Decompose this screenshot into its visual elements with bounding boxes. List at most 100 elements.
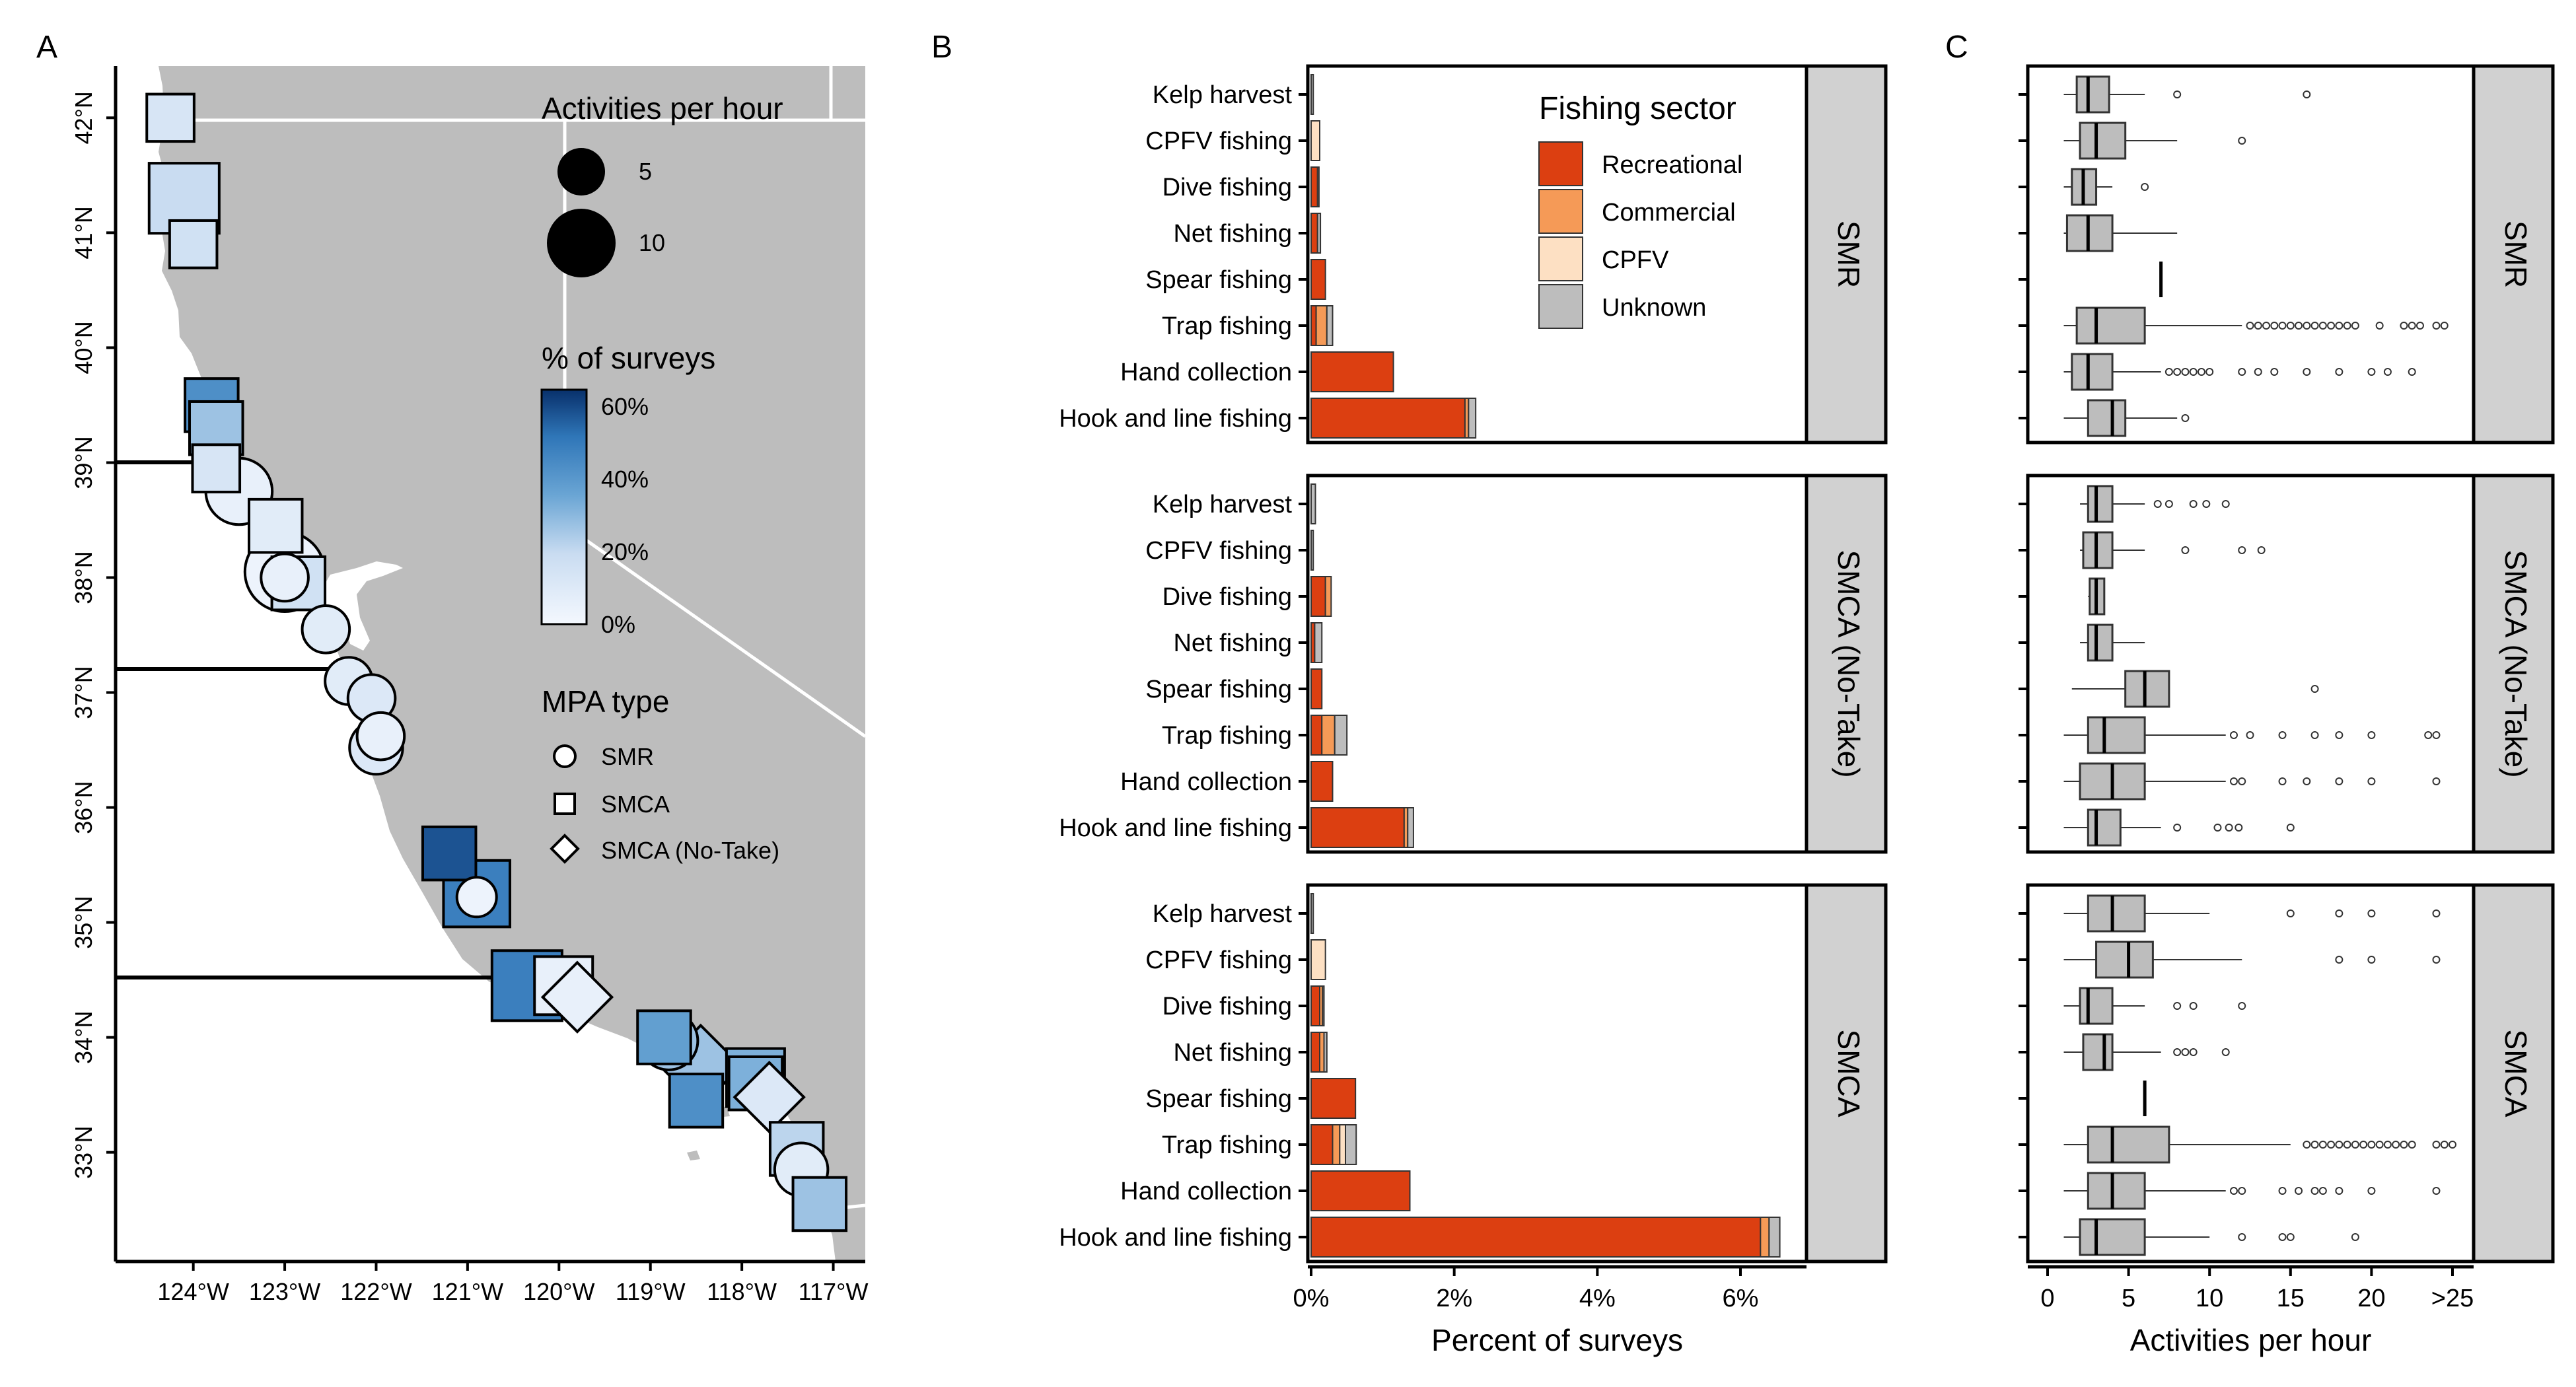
activity-x-tick-label: 20 [2357, 1285, 2385, 1312]
box-outlier [2408, 368, 2416, 376]
category-label: Net fishing [1173, 1039, 1292, 1067]
legend-size-10-label: 10 [639, 229, 665, 256]
bar-segment-recreational [1310, 1124, 1334, 1165]
map-x-tick-label: 123°W [249, 1278, 320, 1305]
legend-shape-smca: SMCA [601, 791, 670, 818]
box-outlier [2197, 368, 2205, 376]
box-iqr [2079, 1218, 2146, 1256]
map-y-tick-label: 41°N [70, 206, 97, 259]
box-outlier [2335, 1141, 2343, 1149]
activity-x-tick-label: 5 [2122, 1285, 2135, 1312]
land-mass [155, 66, 865, 1262]
facet-strip-label: SMCA (No-Take) [1832, 550, 1866, 777]
bar-segment-recreational [1310, 1032, 1320, 1073]
facet-strip-label: SMCA (No-Take) [2499, 550, 2533, 777]
map-x-tick-label: 119°W [616, 1278, 686, 1305]
category-label: Net fishing [1173, 629, 1292, 657]
box-outlier [2295, 322, 2303, 330]
category-label: CPFV fishing [1145, 537, 1292, 565]
category-label: Dive fishing [1163, 993, 1292, 1020]
box-outlier [2238, 1002, 2246, 1010]
box-outlier [2392, 1141, 2400, 1149]
box-outlier [2286, 1233, 2295, 1241]
category-label: Spear fishing [1145, 676, 1292, 703]
box-outlier [2238, 1187, 2246, 1195]
box-outlier [2141, 183, 2149, 191]
box-outlier [2238, 1233, 2246, 1241]
box-outlier [2343, 322, 2351, 330]
legend-size-5-circle [557, 148, 605, 196]
box-outlier [2295, 1187, 2303, 1195]
legend-color-0: 0% [601, 611, 635, 638]
box-outlier [2286, 824, 2295, 832]
box-iqr [2075, 306, 2146, 345]
bar-segment-unknown [1322, 985, 1325, 1026]
site-marker-smca [191, 443, 242, 493]
box-outlier [2181, 546, 2190, 554]
box-outlier [2173, 368, 2182, 376]
facet-strip-label: SMR [2499, 221, 2533, 288]
category-label: Hand collection [1120, 1178, 1292, 1205]
box-outlier [2367, 909, 2376, 917]
bar-segment-recreational [1310, 668, 1323, 709]
box-outlier [2238, 137, 2246, 145]
bar-segment-recreational [1310, 166, 1318, 207]
legend-shape-smr: SMR [601, 743, 654, 770]
box-outlier [2335, 777, 2343, 785]
box-iqr [2087, 716, 2146, 754]
legend-shape-notake: SMCA (No-Take) [601, 837, 779, 864]
box-outlier [2173, 90, 2182, 98]
site-marker-smca [168, 219, 219, 269]
facet-strip [2472, 474, 2555, 854]
category-label: Hand collection [1120, 359, 1292, 386]
box-outlier [2359, 1141, 2368, 1149]
box-outlier [2153, 500, 2162, 508]
box-iqr [2079, 987, 2114, 1025]
box-outlier [2278, 731, 2287, 739]
map-y-tick-label: 37°N [70, 666, 97, 719]
bar-segment-unknown [1468, 398, 1477, 439]
activity-x-axis-title: Activities per hour [2130, 1323, 2372, 1357]
bar-segment-recreational [1310, 305, 1317, 346]
activity-x-tick-label: 0 [2040, 1285, 2054, 1312]
box-outlier [2229, 777, 2238, 785]
facet-strip-label: SMCA [2499, 1030, 2533, 1118]
box-outlier [2375, 1141, 2384, 1149]
category-label: Hook and line fishing [1059, 405, 1292, 433]
map-x-tick-label: 124°W [157, 1278, 229, 1305]
box-iqr [2087, 1125, 2170, 1164]
box-outlier [2449, 1141, 2456, 1149]
box-outlier [2303, 1141, 2311, 1149]
sector-legend-swatch-unknown [1538, 284, 1583, 329]
category-label: Kelp harvest [1153, 81, 1293, 109]
map-y-tick-label: 40°N [70, 321, 97, 374]
legend-size-5-label: 5 [639, 158, 652, 185]
box-outlier [2229, 731, 2238, 739]
box-outlier [2367, 731, 2376, 739]
category-label: CPFV fishing [1145, 127, 1292, 155]
box-outlier [2367, 777, 2376, 785]
box-outlier [2424, 731, 2433, 739]
sector-legend-swatch-cpfv [1538, 236, 1583, 281]
box-iqr [2087, 399, 2127, 437]
sector-legend-label-cpfv: CPFV [1602, 246, 1669, 274]
bar-segment-unknown [1316, 213, 1322, 254]
bar-segment-cpfv [1339, 1124, 1347, 1165]
bar-segment-recreational [1310, 715, 1323, 756]
legend-shape-notake-icon [550, 834, 580, 864]
bar-segment-recreational [1310, 1078, 1357, 1119]
box-outlier [2440, 322, 2449, 330]
map-y-tick-label: 42°N [70, 91, 97, 144]
bar-segment-commercial [1315, 305, 1328, 346]
bar-segment-unknown [1314, 622, 1323, 663]
box-iqr [2071, 353, 2114, 391]
site-marker-smr [301, 604, 351, 655]
box-outlier [2278, 322, 2287, 330]
legend-color-40: 40% [601, 466, 649, 493]
box-outlier [2335, 731, 2343, 739]
box-outlier [2375, 322, 2384, 330]
sector-legend-label-unknown: Unknown [1602, 294, 1706, 322]
box-outlier [2351, 1141, 2359, 1149]
box-outlier [2367, 1141, 2376, 1149]
box-outlier [2278, 1233, 2287, 1241]
